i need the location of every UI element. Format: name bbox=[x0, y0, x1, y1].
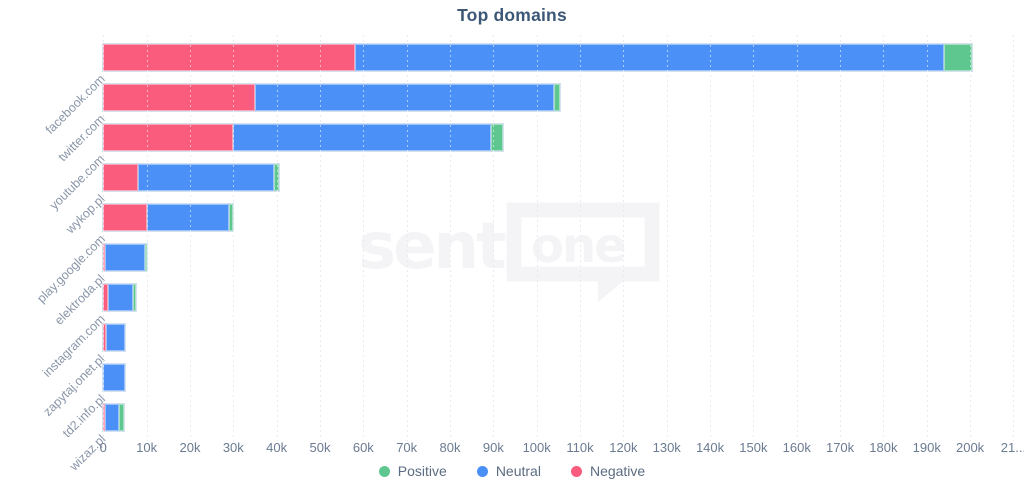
chart-title: Top domains bbox=[457, 5, 567, 25]
gridline bbox=[623, 35, 625, 441]
x-tick-label: 130k bbox=[652, 440, 681, 455]
legend-item-negative[interactable]: Negative bbox=[570, 463, 646, 479]
bar-segment-negative[interactable] bbox=[103, 284, 109, 311]
gridline bbox=[753, 35, 755, 441]
bar-segment-neutral[interactable] bbox=[233, 124, 492, 151]
legend-item-neutral[interactable]: Neutral bbox=[476, 463, 541, 479]
bar-row bbox=[103, 284, 136, 311]
bar-row bbox=[103, 364, 125, 391]
x-tick-label: 140k bbox=[695, 440, 725, 455]
x-tick-label: 21... bbox=[1000, 440, 1024, 455]
bar-segment-negative[interactable] bbox=[103, 124, 234, 151]
x-tick-label: 200k bbox=[955, 440, 985, 455]
bar-row bbox=[103, 244, 148, 271]
bar-row bbox=[103, 44, 972, 71]
x-tick-label: 0 bbox=[99, 440, 107, 455]
x-tick-label: 30k bbox=[222, 440, 244, 455]
x-tick-label: 50k bbox=[309, 440, 331, 455]
x-tick-label: 80k bbox=[439, 440, 461, 455]
bar-segment-neutral[interactable] bbox=[108, 284, 133, 311]
bar-segment-neutral[interactable] bbox=[105, 324, 125, 351]
bar-segment-positive[interactable] bbox=[229, 204, 233, 231]
x-tick-label: 120k bbox=[609, 440, 638, 455]
x-tick-label: 60k bbox=[352, 440, 374, 455]
legend: Positive Neutral Negative bbox=[0, 463, 1024, 479]
sentione-logo: senti one bbox=[358, 202, 660, 302]
gridline bbox=[796, 35, 798, 441]
bar-segment-neutral[interactable] bbox=[146, 204, 230, 231]
watermark-text-one: one bbox=[531, 218, 625, 274]
legend-item-positive[interactable]: Positive bbox=[378, 463, 447, 479]
gridline bbox=[710, 35, 712, 441]
bar-segment-negative[interactable] bbox=[103, 164, 138, 191]
bar-segment-positive[interactable] bbox=[118, 404, 124, 431]
bar-segment-negative[interactable] bbox=[103, 84, 255, 111]
bar-segment-neutral[interactable] bbox=[105, 404, 119, 431]
bar-segment-neutral[interactable] bbox=[254, 84, 555, 111]
bar-segment-neutral[interactable] bbox=[354, 44, 945, 71]
x-tick-label: 90k bbox=[482, 440, 504, 455]
bar-row bbox=[103, 204, 233, 231]
x-tick-label: 20k bbox=[179, 440, 201, 455]
bar-segment-positive[interactable] bbox=[491, 124, 503, 151]
bar-segment-negative[interactable] bbox=[103, 44, 355, 71]
bar-segment-positive[interactable] bbox=[132, 284, 136, 311]
bar-segment-negative[interactable] bbox=[103, 404, 106, 431]
x-tick-label: 10k bbox=[136, 440, 158, 455]
legend-item-label: Positive bbox=[397, 463, 447, 479]
gridline bbox=[580, 35, 582, 441]
gridline bbox=[840, 35, 842, 441]
gridline bbox=[970, 35, 972, 441]
gridline bbox=[883, 35, 885, 441]
bar-row bbox=[103, 124, 503, 151]
x-tick-label: 100k bbox=[522, 440, 551, 455]
gridline bbox=[1013, 35, 1015, 441]
bar-row bbox=[103, 404, 124, 431]
x-tick-label: 160k bbox=[782, 440, 811, 455]
x-tick-label: 190k bbox=[912, 440, 941, 455]
gridline bbox=[926, 35, 928, 441]
x-tick-label: 40k bbox=[266, 440, 288, 455]
bar-segment-neutral[interactable] bbox=[105, 244, 146, 271]
watermark-bubble bbox=[506, 202, 660, 282]
x-tick-label: 110k bbox=[566, 440, 594, 455]
legend-item-label: Negative bbox=[589, 463, 646, 479]
legend-item-label: Neutral bbox=[495, 463, 541, 479]
x-tick-label: 150k bbox=[739, 440, 768, 455]
legend-dot-positive-icon bbox=[378, 465, 390, 477]
bar-row bbox=[103, 324, 125, 351]
bar-row bbox=[103, 84, 560, 111]
legend-dot-negative-icon bbox=[570, 465, 582, 477]
bar-segment-positive[interactable] bbox=[273, 164, 280, 191]
bar-segment-negative[interactable] bbox=[103, 324, 106, 351]
legend-dot-neutral-icon bbox=[476, 465, 488, 477]
bar-segment-positive[interactable] bbox=[944, 44, 972, 71]
watermark-text-senti: senti bbox=[358, 210, 523, 284]
bar-segment-negative[interactable] bbox=[103, 204, 147, 231]
bar-segment-positive[interactable] bbox=[145, 244, 148, 271]
x-tick-label: 70k bbox=[396, 440, 418, 455]
bar-segment-neutral[interactable] bbox=[103, 364, 125, 391]
category-label: play.google.com bbox=[34, 232, 108, 306]
bar-segment-neutral[interactable] bbox=[137, 164, 274, 191]
gridline bbox=[666, 35, 668, 441]
bar-segment-positive[interactable] bbox=[554, 84, 560, 111]
x-tick-label: 170k bbox=[825, 440, 855, 455]
watermark-sentione: senti one bbox=[358, 196, 663, 309]
bar-row bbox=[103, 164, 280, 191]
x-tick-label: 180k bbox=[869, 440, 898, 455]
